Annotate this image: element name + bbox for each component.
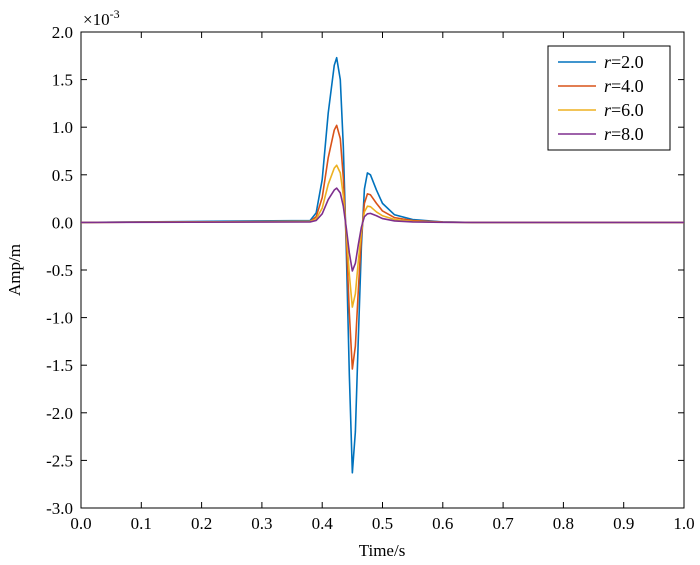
axis-ticks <box>80 31 685 509</box>
x-tick-label: 0.2 <box>191 514 212 533</box>
y-tick-label: 1.0 <box>52 118 73 137</box>
y-tick-label: -0.5 <box>46 261 73 280</box>
x-tick-label: 0.3 <box>251 514 272 533</box>
x-tick-label: 0.5 <box>372 514 393 533</box>
y-tick-label: 2.0 <box>52 23 73 42</box>
legend-label: r=6.0 <box>604 100 644 120</box>
x-tick-label: 0.7 <box>492 514 514 533</box>
y-tick-label: -3.0 <box>46 499 73 518</box>
y-multiplier-exponent: -3 <box>110 7 120 21</box>
series-line-4 <box>80 187 684 272</box>
x-tick-label: 0.6 <box>432 514 453 533</box>
x-tick-label: 0.0 <box>70 514 91 533</box>
y-tick-label: 1.5 <box>52 71 73 90</box>
series-lines <box>80 56 684 474</box>
y-tick-label: -2.5 <box>46 451 73 470</box>
legend-label: r=8.0 <box>604 124 644 144</box>
axis-tick-labels: 0.0 0.1 0.2 0.3 0.4 0.5 0.6 0.7 0.8 0.9 1.0 2.0 1.5 1… <box>46 23 695 533</box>
y-tick-label: 0.0 <box>52 213 73 232</box>
legend: r=2.0 r=4.0 r=6.0 r=8.0 <box>547 45 671 151</box>
series-line-1 <box>80 56 684 474</box>
y-tick-label: -1.0 <box>46 309 73 328</box>
x-tick-label: 0.9 <box>613 514 634 533</box>
y-tick-label: 0.5 <box>52 166 73 185</box>
x-tick-label: 1.0 <box>673 514 694 533</box>
y-multiplier-label: ×10-3 <box>83 7 120 29</box>
y-axis-label: Amp/m <box>5 244 24 296</box>
x-axis-label: Time/s <box>359 541 406 560</box>
legend-label: r=2.0 <box>604 52 644 72</box>
x-tick-label: 0.4 <box>312 514 334 533</box>
y-tick-label: -1.5 <box>46 356 73 375</box>
series-line-2 <box>80 124 684 370</box>
legend-label: r=4.0 <box>604 76 644 96</box>
x-tick-label: 0.1 <box>131 514 152 533</box>
x-tick-label: 0.8 <box>553 514 574 533</box>
y-tick-label: -2.0 <box>46 404 73 423</box>
legend-box <box>547 45 671 151</box>
